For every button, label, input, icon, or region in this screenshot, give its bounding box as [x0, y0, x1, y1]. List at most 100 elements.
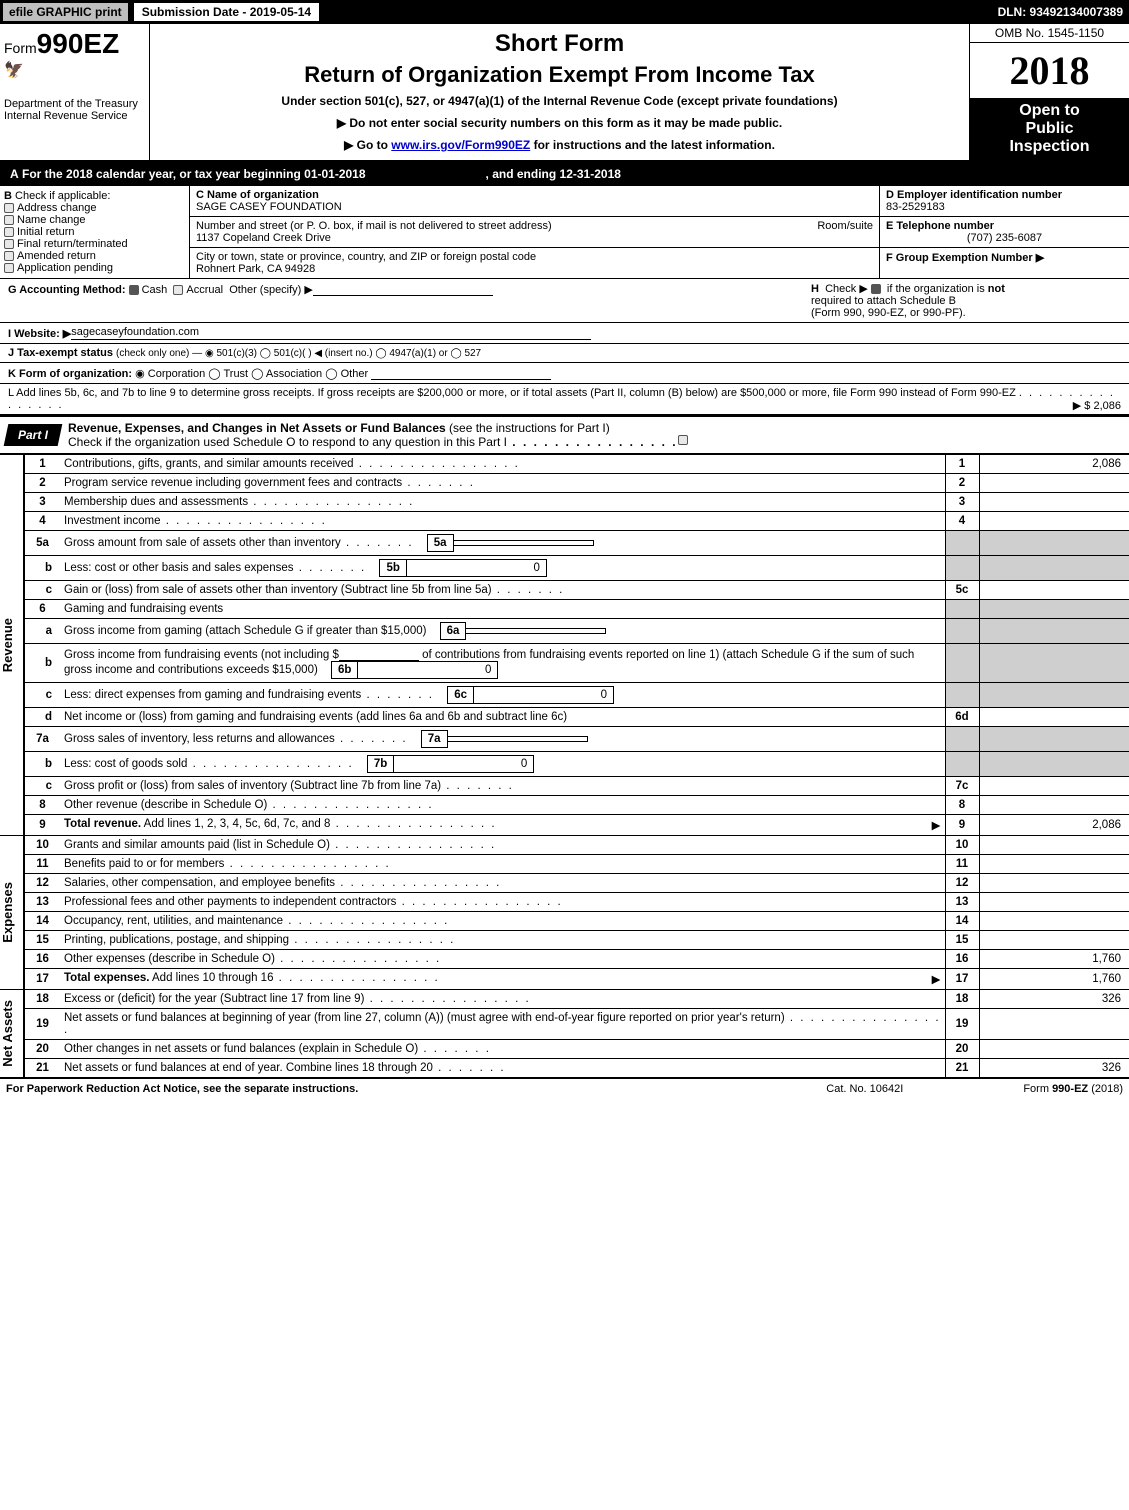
nc-20: 20 [945, 1040, 979, 1059]
addr-label: Number and street (or P. O. box, if mail… [196, 220, 552, 232]
mn-6b: 6b [338, 664, 351, 676]
d-16: Other expenses (describe in Schedule O) [64, 953, 275, 965]
chk-schedule-b[interactable] [871, 284, 881, 294]
top-bar: efile GRAPHIC print Submission Date - 20… [0, 0, 1129, 24]
efile-print-button[interactable]: efile GRAPHIC print [2, 2, 129, 22]
nc-6-shade [945, 600, 979, 619]
submission-date-button[interactable]: Submission Date - 2019-05-14 [133, 2, 320, 22]
city-value: Rohnert Park, CA 94928 [196, 263, 873, 275]
v-18: 326 [979, 990, 1129, 1009]
K-label: K Form of organization: [8, 368, 132, 380]
nc-18: 18 [945, 990, 979, 1009]
part1-chk[interactable] [678, 435, 688, 445]
d-6c: Less: direct expenses from gaming and fu… [64, 689, 361, 701]
d-17b: Add lines 10 through 16 [149, 972, 273, 984]
dept-treasury: Department of the Treasury [4, 98, 145, 110]
G-other: Other (specify) ▶ [229, 284, 313, 296]
d-6d: Net income or (loss) from gaming and fun… [64, 711, 567, 723]
chk-name-change[interactable] [4, 215, 14, 225]
d-11: Benefits paid to or for members [64, 858, 224, 870]
v-6a-shade [979, 619, 1129, 644]
org-name: SAGE CASEY FOUNDATION [196, 201, 873, 213]
d-5b: Less: cost or other basis and sales expe… [64, 562, 294, 574]
ln-10: 10 [24, 836, 60, 855]
v-1: 2,086 [979, 455, 1129, 474]
d-19: Net assets or fund balances at beginning… [64, 1012, 785, 1024]
L-amount: ▶ $ 2,086 [1073, 399, 1121, 412]
form-number: 990EZ [37, 28, 120, 59]
chk-accrual[interactable] [173, 285, 183, 295]
short-form-title: Short Form [156, 30, 963, 58]
mv-6c: 0 [474, 686, 614, 704]
d-5a: Gross amount from sale of assets other t… [64, 537, 341, 549]
nc-1: 1 [945, 455, 979, 474]
H-not: not [988, 283, 1005, 295]
chk-address-change[interactable] [4, 203, 14, 213]
v-20 [979, 1040, 1129, 1059]
d-10: Grants and similar amounts paid (list in… [64, 839, 330, 851]
d-1: Contributions, gifts, grants, and simila… [64, 458, 354, 470]
city-label: City or town, state or province, country… [196, 251, 873, 263]
v-10 [979, 836, 1129, 855]
ln-9: 9 [24, 815, 60, 836]
chk-pending[interactable] [4, 263, 14, 273]
nc-10: 10 [945, 836, 979, 855]
mv-5a [454, 540, 594, 546]
chk-final[interactable] [4, 239, 14, 249]
d-17: Total expenses. [64, 972, 149, 984]
inspect-3: Inspection [972, 138, 1127, 156]
part1-table: Revenue 1Contributions, gifts, grants, a… [0, 454, 1129, 1078]
nc-14: 14 [945, 912, 979, 931]
d-9: Total revenue. [64, 818, 141, 830]
ln-5a: 5a [24, 531, 60, 556]
v-7b-shade [979, 752, 1129, 777]
part1-see: (see the instructions for Part I) [449, 421, 610, 435]
nc-16: 16 [945, 950, 979, 969]
d-6: Gaming and fundraising events [60, 600, 945, 619]
chk-amended[interactable] [4, 251, 14, 261]
part1-check: Check if the organization used Schedule … [68, 435, 507, 449]
d-6b-1: Gross income from fundraising events (no… [64, 649, 339, 661]
ln-1: 1 [24, 455, 60, 474]
mn-5a: 5a [434, 537, 447, 549]
footer-left: For Paperwork Reduction Act Notice, see … [6, 1083, 826, 1095]
chk-initial[interactable] [4, 227, 14, 237]
d-20: Other changes in net assets or fund bala… [64, 1043, 418, 1055]
omb-number: OMB No. 1545-1150 [970, 24, 1129, 43]
irs-label: Internal Revenue Service [4, 110, 145, 122]
section-BCDEF: B Check if applicable: Address change Na… [0, 186, 1129, 279]
nc-13: 13 [945, 893, 979, 912]
ln-7b: b [24, 752, 60, 777]
nc-17: 17 [945, 969, 979, 990]
goto-link-line: ▶ Go to www.irs.gov/Form990EZ for instru… [156, 138, 963, 152]
v-6d [979, 708, 1129, 727]
under-section: Under section 501(c), 527, or 4947(a)(1)… [156, 94, 963, 108]
v-4 [979, 512, 1129, 531]
ln-3: 3 [24, 493, 60, 512]
mn-7a: 7a [428, 733, 441, 745]
mv-5b: 0 [407, 559, 547, 577]
d-5c: Gain or (loss) from sale of assets other… [64, 584, 492, 596]
H-t3: required to attach Schedule B [811, 295, 956, 307]
d-21: Net assets or fund balances at end of ye… [64, 1062, 433, 1074]
other-specify-field[interactable] [313, 282, 493, 296]
form-header: Form990EZ 🦅 Department of the Treasury I… [0, 24, 1129, 162]
nc-6a-shade [945, 619, 979, 644]
ein-label: D Employer identification number [886, 189, 1123, 201]
6b-field[interactable] [339, 647, 419, 661]
ln-5b: b [24, 556, 60, 581]
H-check: Check ▶ [825, 283, 868, 295]
irs-link[interactable]: www.irs.gov/Form990EZ [391, 138, 530, 152]
group-exemption-label: F Group Exemption Number ▶ [886, 251, 1123, 264]
L-text: L Add lines 5b, 6c, and 7b to line 9 to … [8, 387, 1016, 399]
expenses-vlabel: Expenses [0, 882, 15, 943]
v-5c [979, 581, 1129, 600]
v-16: 1,760 [979, 950, 1129, 969]
opt-initial: Initial return [17, 226, 74, 238]
nc-5b-shade [945, 556, 979, 581]
nc-3: 3 [945, 493, 979, 512]
chk-cash[interactable] [129, 285, 139, 295]
v-3 [979, 493, 1129, 512]
nc-7c: 7c [945, 777, 979, 796]
K-other-field[interactable] [371, 366, 551, 380]
